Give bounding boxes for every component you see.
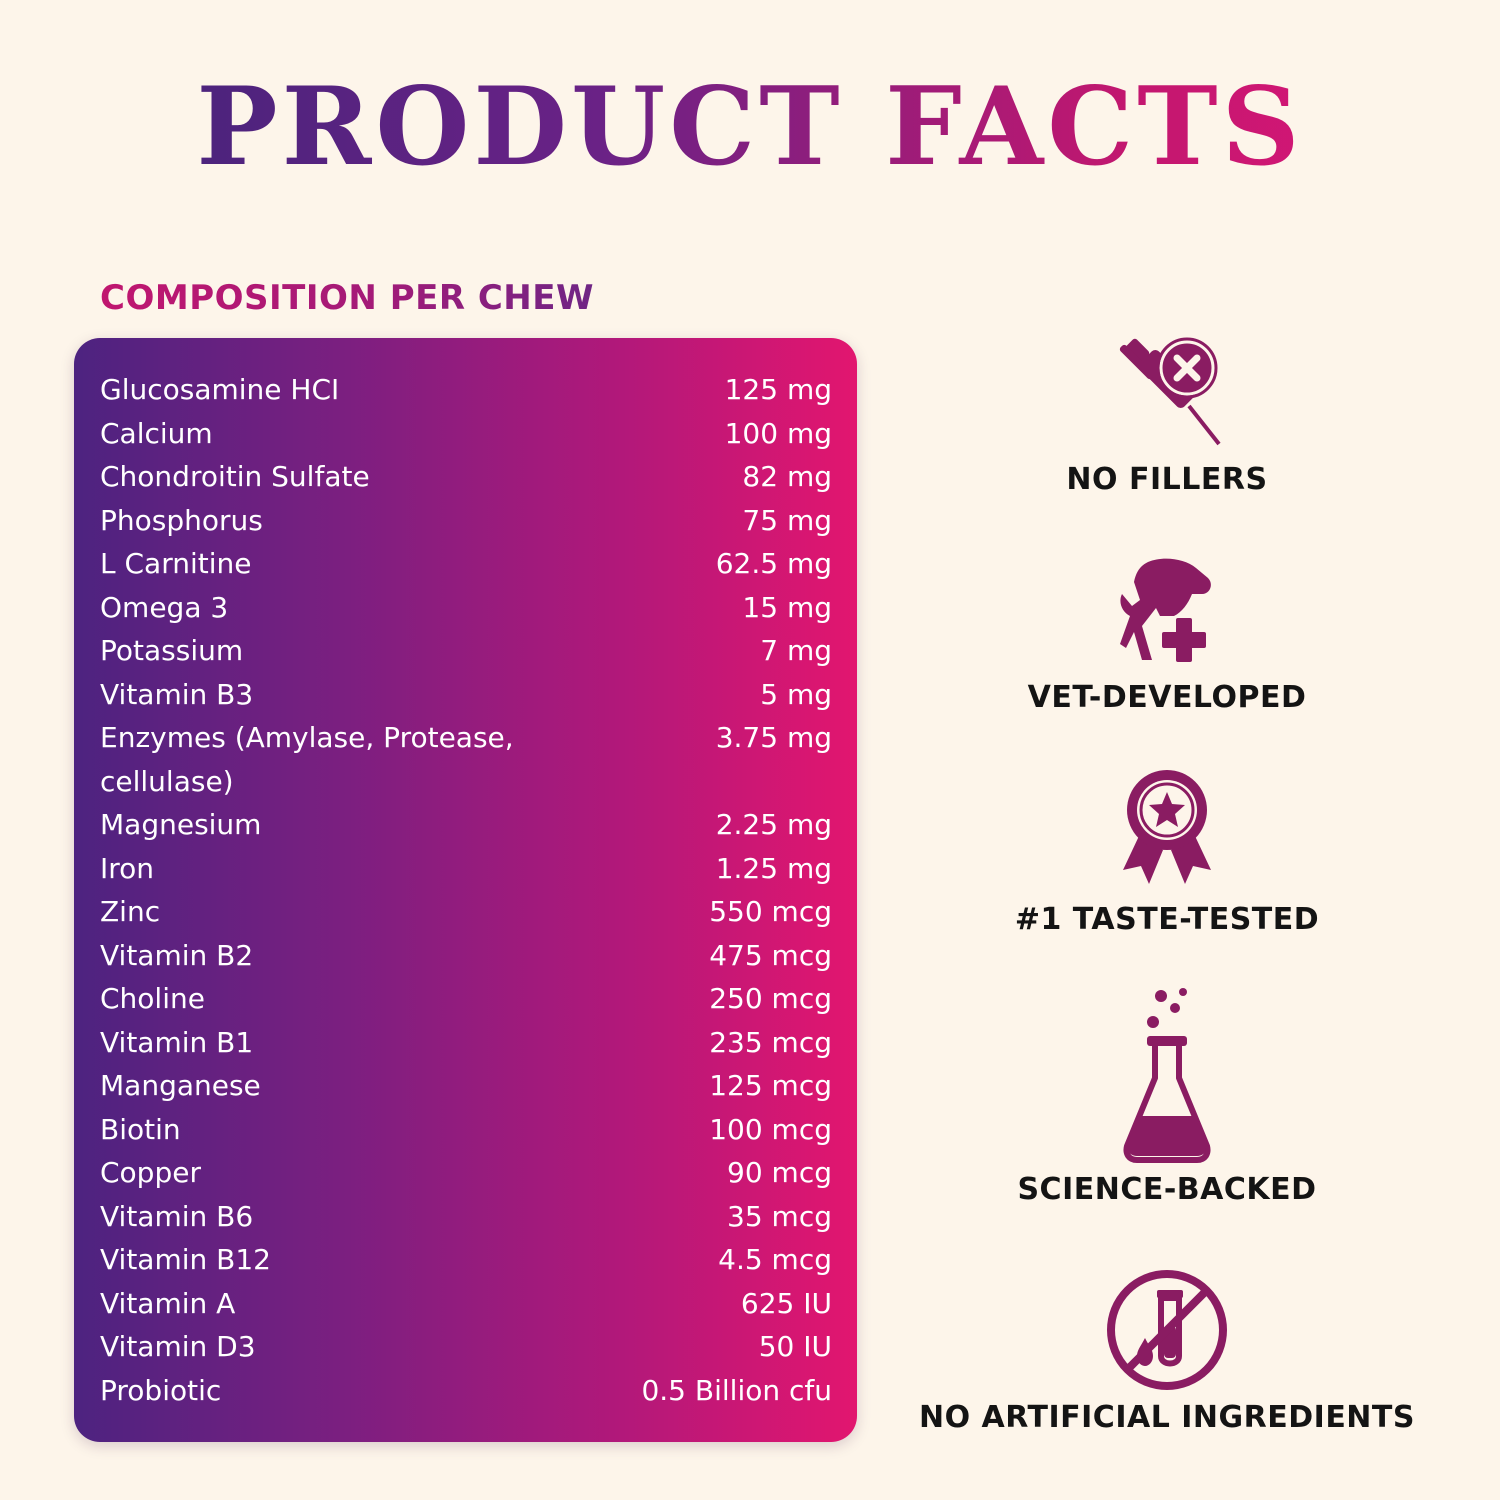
composition-row: Probiotic 0.5 Billion cfu xyxy=(100,1369,832,1413)
ingredient-amount: 0.5 Billion cfu xyxy=(641,1373,832,1407)
feature-no-artificial: NO ARTIFICIAL INGREDIENTS xyxy=(907,1268,1427,1435)
composition-row: Biotin 100 mcg xyxy=(100,1108,832,1152)
ingredient-name: Vitamin B6 xyxy=(100,1199,254,1233)
ingredient-name: Vitamin B2 xyxy=(100,938,254,972)
composition-row: Magnesium 2.25 mg xyxy=(100,803,832,847)
composition-row: Manganese 125 mcg xyxy=(100,1064,832,1108)
feature-vet-developed: VET-DEVELOPED xyxy=(907,556,1427,715)
feature-science-backed: SCIENCE-BACKED xyxy=(907,986,1427,1207)
ingredient-name: Probiotic xyxy=(100,1373,222,1407)
feature-label: SCIENCE-BACKED xyxy=(1017,1172,1317,1207)
ingredient-amount: 250 mcg xyxy=(709,982,832,1015)
feature-label: #1 TASTE-TESTED xyxy=(1014,902,1320,937)
ingredient-name: Enzymes (Amylase, Protease, cellulase) xyxy=(100,721,514,798)
feature-label: NO ARTIFICIAL INGREDIENTS xyxy=(919,1400,1415,1435)
ingredient-amount: 100 mg xyxy=(724,416,832,450)
ingredient-name: Manganese xyxy=(100,1069,261,1102)
composition-row: Vitamin A 625 IU xyxy=(100,1282,832,1326)
page-title: PRODUCT FACTS xyxy=(0,62,1500,192)
no-test-tube-icon xyxy=(907,1268,1427,1392)
ingredient-name: Zinc xyxy=(100,895,161,928)
ingredient-amount: 35 mcg xyxy=(727,1199,832,1233)
composition-row: Chondroitin Sulfate 82 mg xyxy=(100,455,832,499)
flask-icon xyxy=(907,986,1427,1166)
ingredient-amount: 125 mcg xyxy=(709,1069,832,1102)
ingredient-name: Chondroitin Sulfate xyxy=(100,460,370,493)
ingredient-amount: 7 mg xyxy=(760,634,832,667)
composition-row: Glucosamine HCI 125 mg xyxy=(100,368,832,412)
composition-row: Vitamin B1 235 mcg xyxy=(100,1021,832,1065)
composition-list: Glucosamine HCI 125 mg Calcium 100 mg Chondr… xyxy=(100,368,832,1412)
feature-label: VET-DEVELOPED xyxy=(1027,680,1307,715)
feature-taste-tested: #1 TASTE-TESTED xyxy=(907,766,1427,937)
ingredient-amount: 75 mg xyxy=(742,503,832,537)
ingredient-amount: 100 mcg xyxy=(709,1112,832,1146)
ingredient-name: Potassium xyxy=(100,634,244,667)
ingredient-name: Magnesium xyxy=(100,808,262,841)
ingredient-amount: 15 mg xyxy=(742,590,832,624)
ingredient-amount: 125 mg xyxy=(724,373,832,406)
composition-row: Iron 1.25 mg xyxy=(100,847,832,891)
ingredient-amount: 4.5 mcg xyxy=(718,1243,832,1276)
ingredient-name: Glucosamine HCI xyxy=(100,373,340,406)
ingredient-amount: 2.25 mg xyxy=(715,808,832,841)
composition-row: Potassium 7 mg xyxy=(100,629,832,673)
syringe-x-icon xyxy=(907,336,1427,452)
ingredient-name: L Carnitine xyxy=(100,547,252,580)
ingredient-amount: 5 mg xyxy=(760,677,832,711)
composition-row: Vitamin B6 35 mcg xyxy=(100,1195,832,1239)
composition-heading: COMPOSITION PER CHEW xyxy=(100,278,594,318)
composition-row: Calcium 100 mg xyxy=(100,412,832,456)
composition-row: Zinc 550 mcg xyxy=(100,890,832,934)
composition-row: Vitamin B2 475 mcg xyxy=(100,934,832,978)
composition-row: Copper 90 mcg xyxy=(100,1151,832,1195)
composition-row: Phosphorus 75 mg xyxy=(100,499,832,543)
ingredient-amount: 625 IU xyxy=(740,1286,832,1320)
composition-row: Vitamin D3 50 IU xyxy=(100,1325,832,1369)
ingredient-name: Omega 3 xyxy=(100,590,229,624)
composition-row: Omega 3 15 mg xyxy=(100,586,832,630)
composition-row: Enzymes (Amylase, Protease, cellulase) 3.… xyxy=(100,716,832,803)
ingredient-amount: 82 mg xyxy=(742,460,832,493)
ingredient-amount: 90 mcg xyxy=(727,1156,832,1189)
ingredient-name: Biotin xyxy=(100,1112,181,1146)
ingredient-name: Vitamin B12 xyxy=(100,1243,271,1276)
ingredient-amount: 3.75 mg xyxy=(715,721,832,754)
composition-row: Choline 250 mcg xyxy=(100,977,832,1021)
composition-panel: Glucosamine HCI 125 mg Calcium 100 mg Chondr… xyxy=(74,338,857,1442)
award-ribbon-icon xyxy=(907,766,1427,888)
feature-label: NO FILLERS xyxy=(1066,462,1268,497)
ingredient-name: Vitamin D3 xyxy=(100,1330,256,1363)
ingredient-amount: 50 IU xyxy=(758,1330,832,1363)
ingredient-name: Copper xyxy=(100,1156,201,1189)
ingredient-amount: 550 mcg xyxy=(709,895,832,928)
ingredient-name: Iron xyxy=(100,851,155,885)
pet-plus-icon xyxy=(907,556,1427,666)
ingredient-amount: 1.25 mg xyxy=(715,851,832,885)
ingredient-name: Phosphorus xyxy=(100,503,263,537)
ingredient-name: Vitamin A xyxy=(100,1286,236,1320)
composition-row: Vitamin B12 4.5 mcg xyxy=(100,1238,832,1282)
ingredient-name: Vitamin B3 xyxy=(100,677,254,711)
ingredient-name: Vitamin B1 xyxy=(100,1025,254,1059)
composition-row: L Carnitine 62.5 mg xyxy=(100,542,832,586)
feature-no-fillers: NO FILLERS xyxy=(907,336,1427,497)
ingredient-name: Calcium xyxy=(100,416,213,450)
ingredient-name: Choline xyxy=(100,982,205,1015)
ingredient-amount: 62.5 mg xyxy=(715,547,832,580)
ingredient-amount: 235 mcg xyxy=(709,1025,832,1059)
ingredient-amount: 475 mcg xyxy=(709,938,832,972)
composition-row: Vitamin B3 5 mg xyxy=(100,673,832,717)
